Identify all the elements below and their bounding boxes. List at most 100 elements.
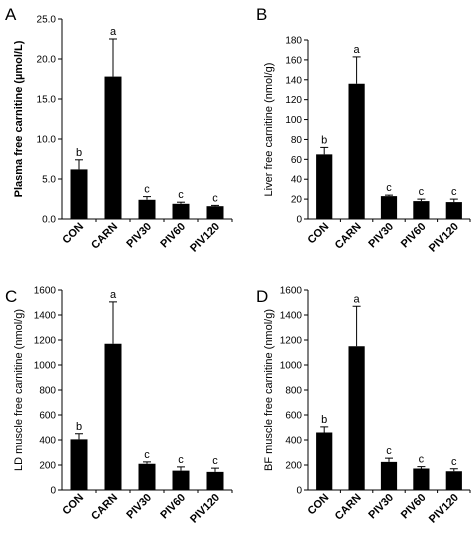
bar-piv120 — [445, 471, 462, 490]
y-tick-label: 15.0 — [37, 95, 57, 106]
y-axis-title: BF muscle free carnitine (nmol/g) — [263, 309, 275, 471]
category-label: PIV120 — [427, 492, 461, 526]
panel-letter: D — [256, 287, 268, 306]
significance-label: c — [419, 186, 425, 198]
y-tick-label: 180 — [285, 36, 302, 47]
significance-label: a — [110, 289, 117, 301]
significance-label: c — [212, 455, 218, 467]
significance-label: c — [451, 456, 457, 468]
y-tick-label: 600 — [285, 411, 302, 422]
y-tick-label: 120 — [285, 95, 302, 106]
panel-letter: C — [5, 287, 17, 306]
y-tick-label: 200 — [39, 461, 56, 472]
significance-label: a — [110, 26, 117, 38]
y-tick-label: 20.0 — [37, 55, 57, 66]
bar-con — [316, 432, 333, 490]
y-axis-title: LD muscle free carnitine (nmol/g) — [13, 309, 25, 471]
bar-carn — [104, 343, 122, 490]
y-tick-label: 80 — [291, 135, 303, 146]
significance-label: a — [354, 44, 361, 56]
bar-piv60 — [172, 203, 190, 219]
y-tick-label: 200 — [285, 461, 302, 472]
y-tick-label: 160 — [285, 55, 302, 66]
y-tick-label: 1600 — [280, 286, 303, 297]
category-label: CON — [60, 492, 86, 518]
panel-c: C 0 200 400 600 800 1000 1200 1400 1600 LD muscle … — [5, 286, 233, 526]
bar-piv60 — [413, 201, 430, 219]
category-label: PIV30 — [366, 221, 396, 251]
category-label: PIV60 — [399, 221, 429, 251]
panel-b: B 0 20 40 60 80 100 120 140 160 180 Liver free carn… — [256, 5, 471, 255]
y-tick-label: 1600 — [34, 286, 57, 297]
category-label: PIV30 — [366, 492, 396, 522]
significance-label: c — [144, 449, 150, 461]
bar-con — [316, 154, 333, 219]
panel-letter: A — [5, 5, 17, 24]
y-tick-label: 1000 — [34, 361, 57, 372]
y-tick-label: 1400 — [34, 311, 57, 322]
significance-label: c — [386, 182, 392, 194]
y-tick-label: 1400 — [280, 311, 303, 322]
y-tick-label: 40 — [291, 175, 303, 186]
significance-label: b — [76, 147, 82, 159]
category-label: CARN — [333, 492, 364, 523]
significance-label: c — [178, 454, 184, 466]
y-tick-label: 1200 — [34, 336, 57, 347]
bar-piv30 — [380, 461, 398, 490]
bar-con — [70, 169, 88, 219]
significance-label: b — [321, 414, 327, 426]
significance-label: c — [212, 192, 218, 204]
significance-label: c — [144, 184, 150, 196]
category-label: PIV120 — [427, 221, 461, 255]
y-tick-label: 800 — [285, 386, 302, 397]
bar-carn — [348, 346, 365, 490]
y-tick-label: 400 — [285, 436, 302, 447]
category-label: CARN — [89, 492, 120, 523]
significance-label: b — [76, 421, 82, 433]
significance-label: c — [386, 445, 392, 457]
significance-label: c — [178, 189, 184, 201]
bar-piv30 — [380, 196, 398, 219]
category-label: PIV30 — [124, 492, 154, 522]
significance-label: b — [321, 134, 327, 146]
y-tick-label: 600 — [39, 411, 56, 422]
category-label: PIV120 — [188, 492, 222, 526]
y-tick-label: 10.0 — [37, 135, 57, 146]
bar-piv60 — [172, 470, 190, 490]
bar-piv120 — [445, 202, 462, 219]
y-tick-label: 1000 — [280, 361, 303, 372]
bar-piv30 — [138, 199, 156, 219]
bar-piv120 — [206, 471, 224, 490]
category-label: PIV30 — [124, 221, 154, 251]
bar-piv120 — [206, 206, 224, 219]
category-label: PIV60 — [158, 221, 188, 251]
panel-d: D 0 200 400 600 800 1000 1200 1400 1600 BF muscle … — [256, 286, 471, 526]
y-tick-label: 0 — [296, 486, 302, 497]
bar-carn — [348, 83, 365, 219]
bar-piv60 — [413, 468, 430, 490]
bar-con — [70, 439, 88, 490]
category-label: CON — [60, 221, 86, 247]
y-tick-label: 140 — [285, 75, 302, 86]
category-label: CARN — [89, 221, 120, 252]
bar-carn — [104, 76, 122, 219]
y-tick-label: 5.0 — [42, 175, 56, 186]
significance-label: c — [451, 186, 457, 198]
y-tick-label: 0 — [50, 486, 56, 497]
y-axis-title: Plasma free carnitine (µmol/L) — [13, 40, 25, 197]
y-tick-label: 0 — [296, 215, 302, 226]
y-tick-label: 25.0 — [37, 15, 57, 26]
category-label: CARN — [333, 221, 364, 252]
significance-label: a — [354, 293, 361, 305]
y-tick-label: 800 — [39, 386, 56, 397]
y-tick-label: 0.0 — [42, 215, 56, 226]
y-axis-title: Liver free carnitine (nmol/g) — [263, 63, 275, 197]
category-label: CON — [306, 492, 332, 518]
y-tick-label: 20 — [291, 195, 303, 206]
category-label: PIV60 — [158, 492, 188, 522]
y-tick-label: 100 — [285, 115, 302, 126]
panel-letter: B — [256, 5, 267, 24]
category-label: CON — [306, 221, 332, 247]
y-tick-label: 1200 — [280, 336, 303, 347]
